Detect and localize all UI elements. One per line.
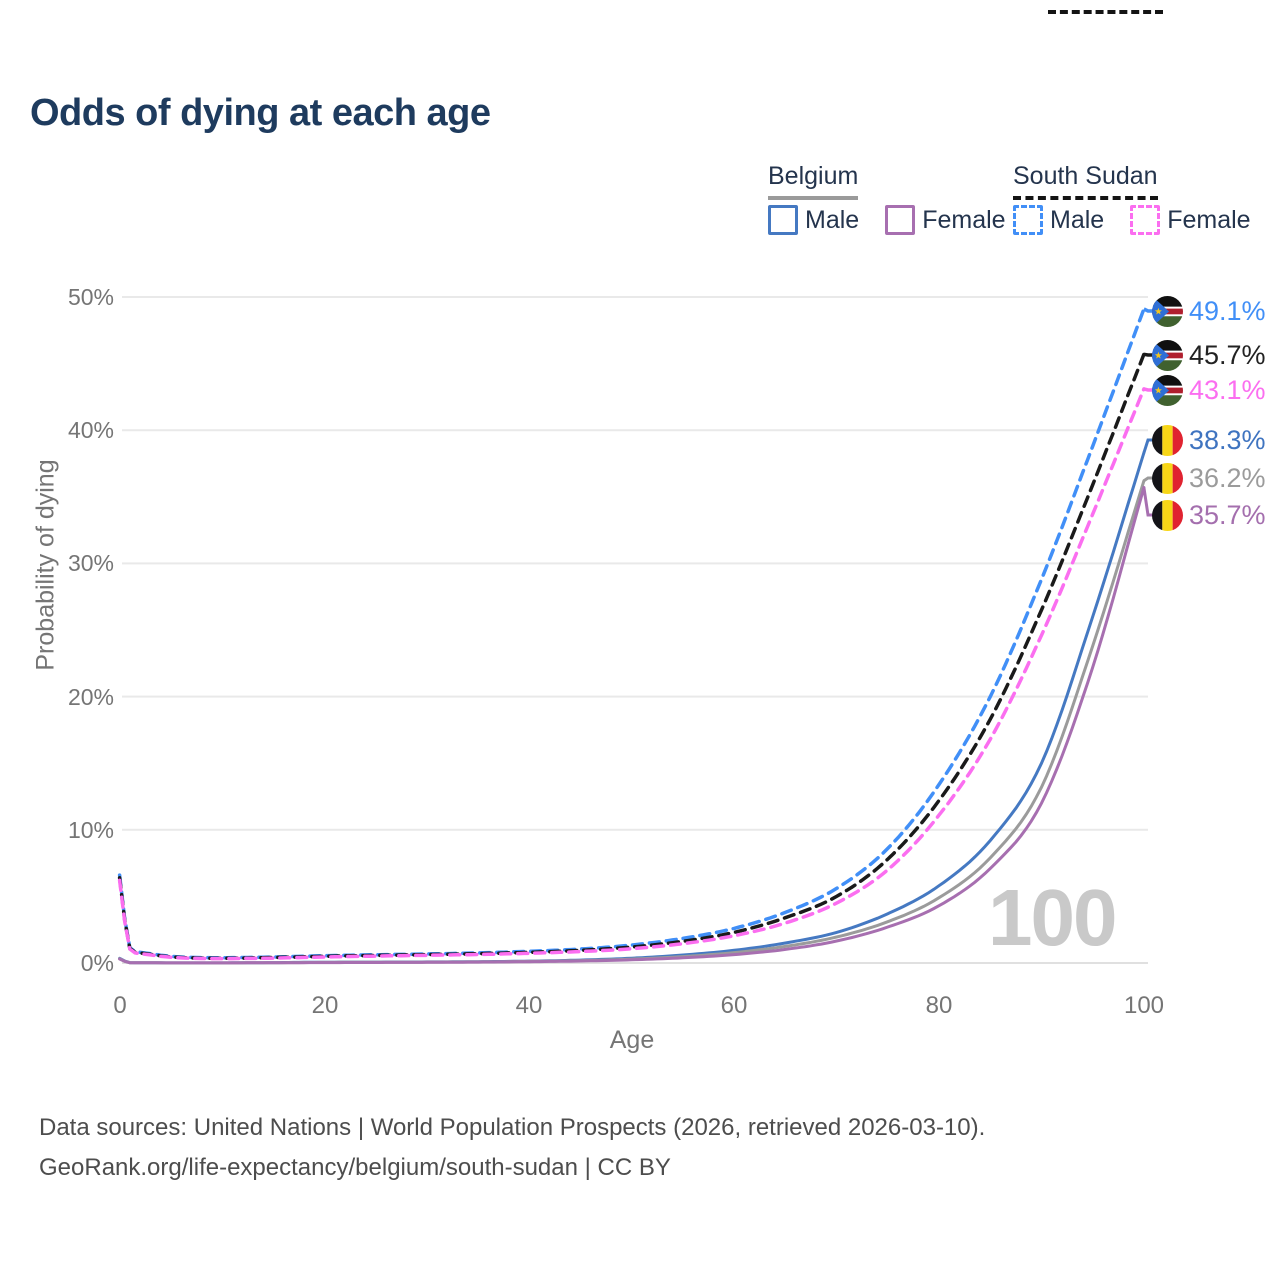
series-line-south-sudan-total — [117, 352, 1146, 960]
legend-item-south-sudan-male[interactable]: Male — [1013, 205, 1104, 235]
x-tick-80: 80 — [925, 992, 953, 1019]
y-tick-40: 40% — [67, 417, 114, 443]
belgium-flag-icon — [1152, 462, 1183, 494]
legend-south-sudan-items: Male Female — [1013, 205, 1251, 235]
x-tick-40: 40 — [515, 992, 543, 1019]
series-line-south-sudan-male — [117, 307, 1146, 960]
series-line-south-sudan-female — [117, 387, 1146, 961]
x-tick-60: 60 — [720, 992, 748, 1019]
line-series — [117, 307, 1146, 965]
page-title: Odds of dying at each age — [30, 92, 491, 134]
end-value: 45.7% — [1189, 339, 1266, 370]
end-label-south-sudan-female: 43.1% — [1152, 374, 1266, 406]
legend-item-label: Female — [1167, 205, 1251, 234]
legend-item-label: Female — [922, 205, 1006, 234]
decorative-dashed-line — [1048, 10, 1163, 14]
end-label-belgium-male: 38.3% — [1152, 424, 1266, 456]
legend-group-belgium: Belgium — [768, 162, 859, 200]
x-tick-20: 20 — [311, 992, 339, 1019]
end-value: 49.1% — [1189, 295, 1266, 326]
y-tick-20: 20% — [67, 684, 114, 710]
belgium-female-swatch-icon — [885, 205, 916, 235]
y-tick-10: 10% — [67, 817, 114, 843]
end-label-belgium-total: 36.2% — [1152, 462, 1266, 494]
south-sudan-flag-icon — [1152, 339, 1183, 371]
x-axis-label: Age — [609, 1026, 655, 1054]
legend-item-belgium-male[interactable]: Male — [768, 205, 859, 235]
legend-item-label: Male — [1050, 205, 1105, 234]
footer-attribution: GeoRank.org/life-expectancy/belgium/sout… — [39, 1154, 671, 1181]
footer: Data sources: United Nations | World Pop… — [39, 1108, 985, 1188]
legend-belgium-items: Male Female — [768, 205, 1032, 235]
end-value: 35.7% — [1189, 499, 1266, 530]
south-sudan-female-swatch-icon — [1130, 205, 1161, 235]
belgium-male-swatch-icon — [768, 205, 798, 235]
y-tick-30: 30% — [67, 550, 114, 576]
legend-item-south-sudan-female[interactable]: Female — [1130, 205, 1251, 235]
y-tick-0: 0% — [80, 950, 114, 976]
legend-item-label: Male — [805, 205, 860, 234]
end-value: 43.1% — [1189, 374, 1266, 405]
x-tick-100: 100 — [1123, 992, 1165, 1019]
series-line-belgium-female — [118, 486, 1146, 965]
end-label-south-sudan-male: 49.1% — [1152, 295, 1266, 327]
y-tick-50: 50% — [67, 284, 114, 310]
end-value: 38.3% — [1189, 424, 1266, 455]
age-indicator-watermark: 100 — [988, 873, 1117, 962]
belgium-flag-icon — [1152, 424, 1183, 456]
legend-belgium-label: Belgium — [768, 162, 859, 200]
footer-sources: Data sources: United Nations | World Pop… — [39, 1114, 986, 1141]
end-label-south-sudan-total: 45.7% — [1152, 339, 1266, 371]
legend-group-south-sudan: South Sudan — [1013, 162, 1158, 200]
end-label-belgium-female: 35.7% — [1152, 499, 1266, 531]
legend-item-belgium-female[interactable]: Female — [885, 205, 1006, 235]
legend-south-sudan-label: South Sudan — [1013, 162, 1158, 200]
end-value: 36.2% — [1189, 462, 1266, 493]
south-sudan-flag-icon — [1152, 295, 1183, 327]
south-sudan-male-swatch-icon — [1013, 205, 1043, 235]
x-tick-0: 0 — [113, 992, 127, 1019]
chart-canvas — [117, 296, 1154, 965]
south-sudan-flag-icon — [1152, 374, 1183, 406]
belgium-flag-icon — [1152, 499, 1183, 531]
